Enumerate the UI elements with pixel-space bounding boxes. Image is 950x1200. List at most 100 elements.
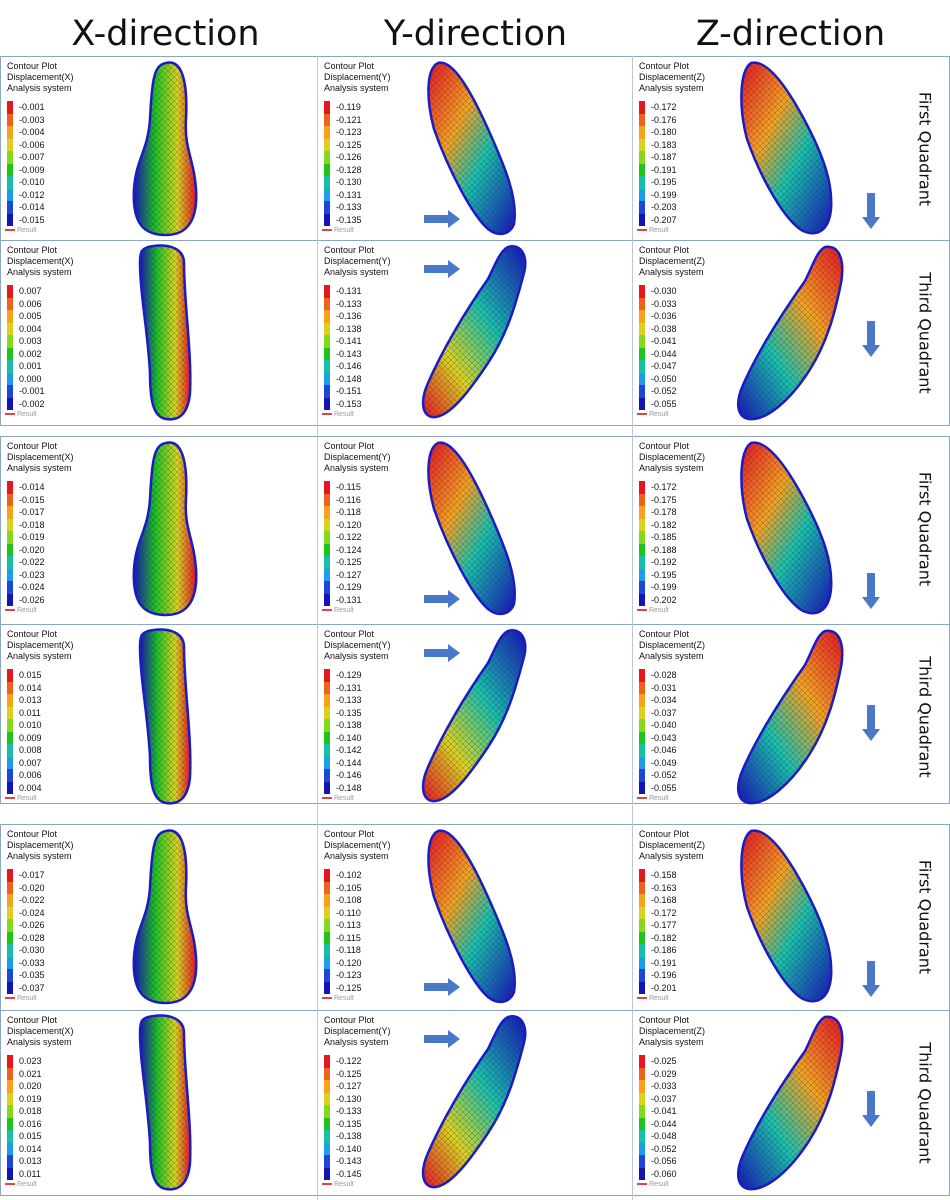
legend-value: 0.020	[19, 1081, 42, 1092]
wireframe-mesh	[741, 62, 832, 234]
legend-entry: -0.017	[7, 506, 45, 519]
legend-swatch	[7, 568, 13, 581]
legend-value: -0.044	[651, 348, 677, 359]
contour-plot-panel: Contour Plot Displacement(Z) Analysis syst…	[633, 825, 948, 1008]
legend-entry: -0.192	[639, 556, 677, 569]
tooth-contour-model	[132, 441, 198, 617]
legend-swatch	[639, 681, 645, 694]
legend-value: 0.005	[19, 311, 42, 322]
legend-swatch	[7, 1130, 13, 1143]
displacement-label: Displacement(X)	[7, 1026, 74, 1036]
color-legend: 0.007 0.006 0.005 0.004 0.003 0.002 0.001 0.000…	[7, 285, 45, 410]
legend-value: -0.175	[651, 494, 677, 505]
legend-value: -0.115	[336, 932, 361, 943]
color-legend: -0.158 -0.163 -0.168 -0.172 -0.177 -0.182 -0.1…	[639, 869, 677, 994]
tooth-contour-model	[421, 1015, 527, 1189]
legend-swatch	[7, 310, 13, 323]
legend-entry: -0.126	[324, 151, 362, 164]
contour-plot-panel: Contour Plot Displacement(Z) Analysis syst…	[633, 241, 948, 424]
color-legend: -0.129 -0.131 -0.133 -0.135 -0.138 -0.140 -0.1…	[324, 669, 362, 794]
legend-swatch	[324, 1067, 330, 1080]
contour-plot-panel: Contour Plot Displacement(X) Analysis syst…	[1, 241, 316, 424]
legend-swatch	[324, 310, 330, 323]
plot-title: Contour Plot	[324, 829, 375, 839]
legend-entry: 0.014	[7, 681, 42, 694]
legend-entry: -0.146	[324, 769, 362, 782]
legend-entry: -0.131	[324, 188, 362, 201]
legend-entry: -0.172	[639, 101, 677, 114]
legend-swatch	[639, 213, 645, 226]
plot-title: Contour Plot	[639, 441, 690, 451]
analysis-label: Analysis system	[324, 463, 389, 473]
legend-value: -0.168	[651, 895, 677, 906]
plot-title: Contour Plot	[324, 1015, 375, 1025]
legend-entry: -0.026	[7, 919, 45, 932]
legend-value: -0.028	[651, 670, 677, 681]
legend-entry: -0.196	[639, 969, 677, 982]
legend-swatch	[324, 981, 330, 994]
legend-swatch	[7, 201, 13, 214]
legend-swatch	[7, 176, 13, 189]
legend-swatch	[7, 543, 13, 556]
legend-value: -0.001	[19, 386, 45, 397]
legend-entry: -0.177	[639, 919, 677, 932]
plot-info: Contour Plot Displacement(X) Analysis syst…	[7, 245, 74, 278]
legend-swatch	[324, 1055, 330, 1068]
plot-title: Contour Plot	[7, 629, 58, 639]
legend-swatch	[7, 919, 13, 932]
legend-swatch	[639, 744, 645, 757]
result-label: Result	[334, 795, 354, 802]
legend-entry: -0.172	[639, 906, 677, 919]
legend-swatch	[324, 744, 330, 757]
legend-swatch	[639, 151, 645, 164]
legend-value: 0.011	[19, 1168, 41, 1179]
row-divider	[0, 1010, 950, 1011]
axis-triad-icon: Result	[637, 411, 669, 418]
legend-entry: -0.044	[639, 1117, 677, 1130]
plot-info: Contour Plot Displacement(X) Analysis syst…	[7, 829, 74, 862]
tooth-contour-model	[138, 1014, 192, 1191]
legend-swatch	[7, 931, 13, 944]
wireframe-mesh	[133, 442, 197, 615]
legend-swatch	[7, 894, 13, 907]
legend-value: -0.138	[336, 720, 362, 731]
axis-triad-icon: Result	[322, 607, 354, 614]
analysis-label: Analysis system	[7, 651, 72, 661]
legend-swatch	[639, 335, 645, 348]
legend-value: -0.041	[651, 1106, 677, 1117]
tooth-contour-model	[740, 829, 833, 1003]
legend-entry: -0.038	[639, 322, 677, 335]
color-legend: 0.023 0.021 0.020 0.019 0.018 0.016 0.015 0.014…	[7, 1055, 42, 1180]
legend-swatch	[7, 297, 13, 310]
legend-value: -0.030	[19, 945, 45, 956]
result-label: Result	[17, 795, 37, 802]
legend-entry: -0.130	[324, 176, 362, 189]
wireframe-mesh	[140, 245, 191, 420]
axis-triad-icon: Result	[5, 607, 37, 614]
legend-value: -0.143	[336, 1156, 362, 1167]
legend-value: -0.119	[336, 102, 361, 113]
legend-entry: -0.188	[639, 543, 677, 556]
wireframe-mesh	[741, 442, 832, 614]
column-divider	[317, 56, 318, 1200]
plot-title: Contour Plot	[324, 441, 375, 451]
legend-entry: -0.124	[324, 543, 362, 556]
legend-swatch	[324, 397, 330, 410]
plot-title: Contour Plot	[324, 245, 375, 255]
legend-entry: -0.001	[7, 385, 45, 398]
analysis-label: Analysis system	[324, 851, 389, 861]
displacement-label: Displacement(Y)	[324, 72, 391, 82]
legend-swatch	[639, 201, 645, 214]
legend-swatch	[639, 881, 645, 894]
legend-entry: -0.119	[324, 101, 362, 114]
legend-value: -0.176	[651, 114, 677, 125]
color-legend: 0.015 0.014 0.013 0.011 0.010 0.009 0.008 0.007…	[7, 669, 42, 794]
legend-swatch	[639, 593, 645, 606]
legend-swatch	[639, 756, 645, 769]
legend-swatch	[324, 385, 330, 398]
legend-swatch	[7, 385, 13, 398]
legend-value: -0.029	[651, 1068, 677, 1079]
header-y-direction: Y-direction	[383, 14, 568, 54]
result-label: Result	[334, 607, 354, 614]
legend-value: -0.015	[19, 214, 45, 225]
